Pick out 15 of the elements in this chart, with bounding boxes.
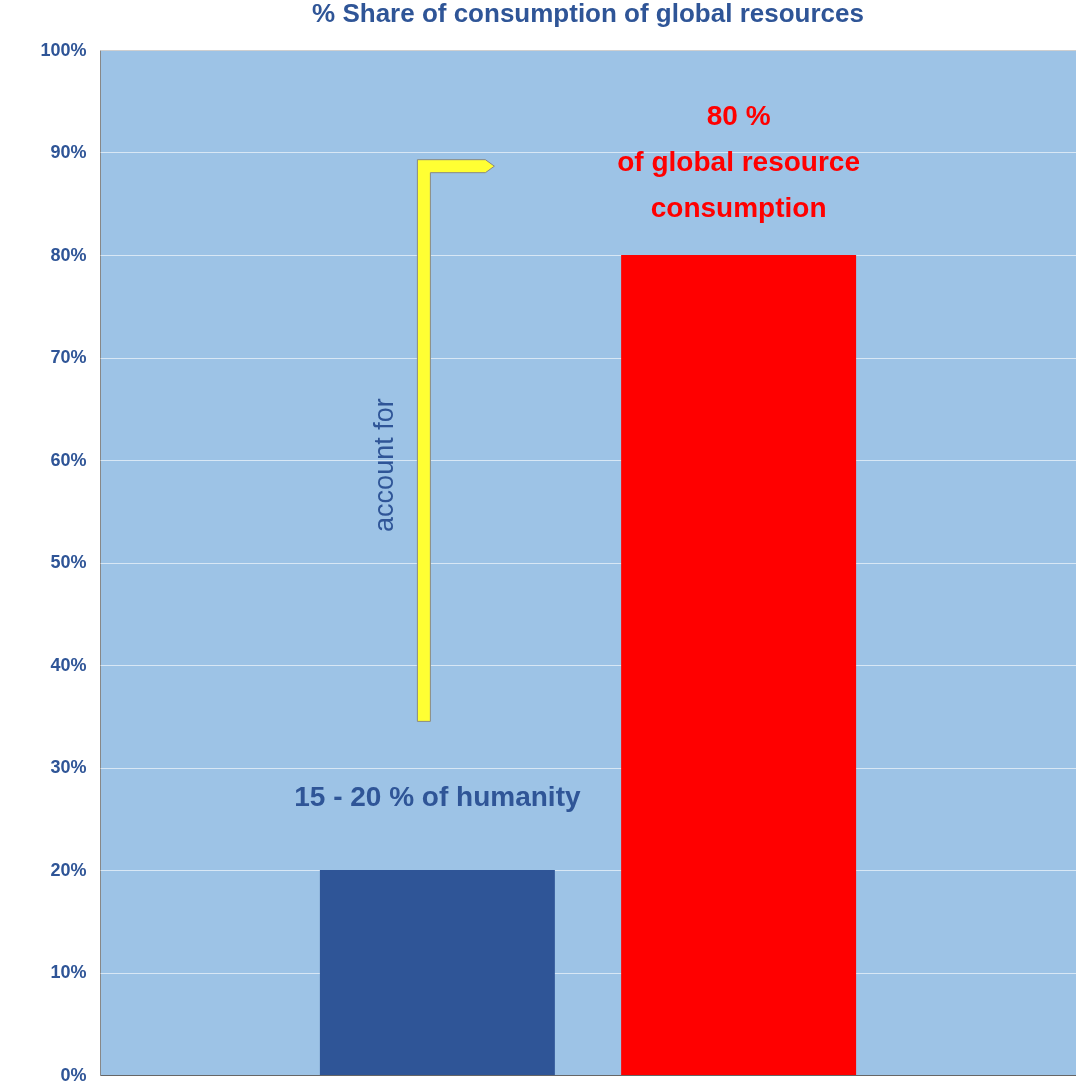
annotation: account for <box>369 398 400 532</box>
annotation: 80 % of global resource consumption <box>617 99 860 223</box>
y-tick-label: 50% <box>50 552 87 572</box>
y-tick-label: 90% <box>50 142 87 162</box>
y-tick-label: 80% <box>50 244 87 265</box>
y-tick-label: 20% <box>50 859 87 880</box>
y-tick-label: 30% <box>50 757 87 777</box>
y-tick-label: 0% <box>60 1064 87 1085</box>
annotation: 15 - 20 % of humanity <box>294 781 581 813</box>
y-tick-label: 100% <box>40 39 87 60</box>
y-tick-label: 70% <box>50 347 87 367</box>
chart-title: % Share of consumption of global resources <box>312 0 864 28</box>
y-tick-label: 60% <box>50 449 87 470</box>
y-tick-label: 40% <box>50 654 87 675</box>
y-tick-label: 10% <box>50 962 87 982</box>
